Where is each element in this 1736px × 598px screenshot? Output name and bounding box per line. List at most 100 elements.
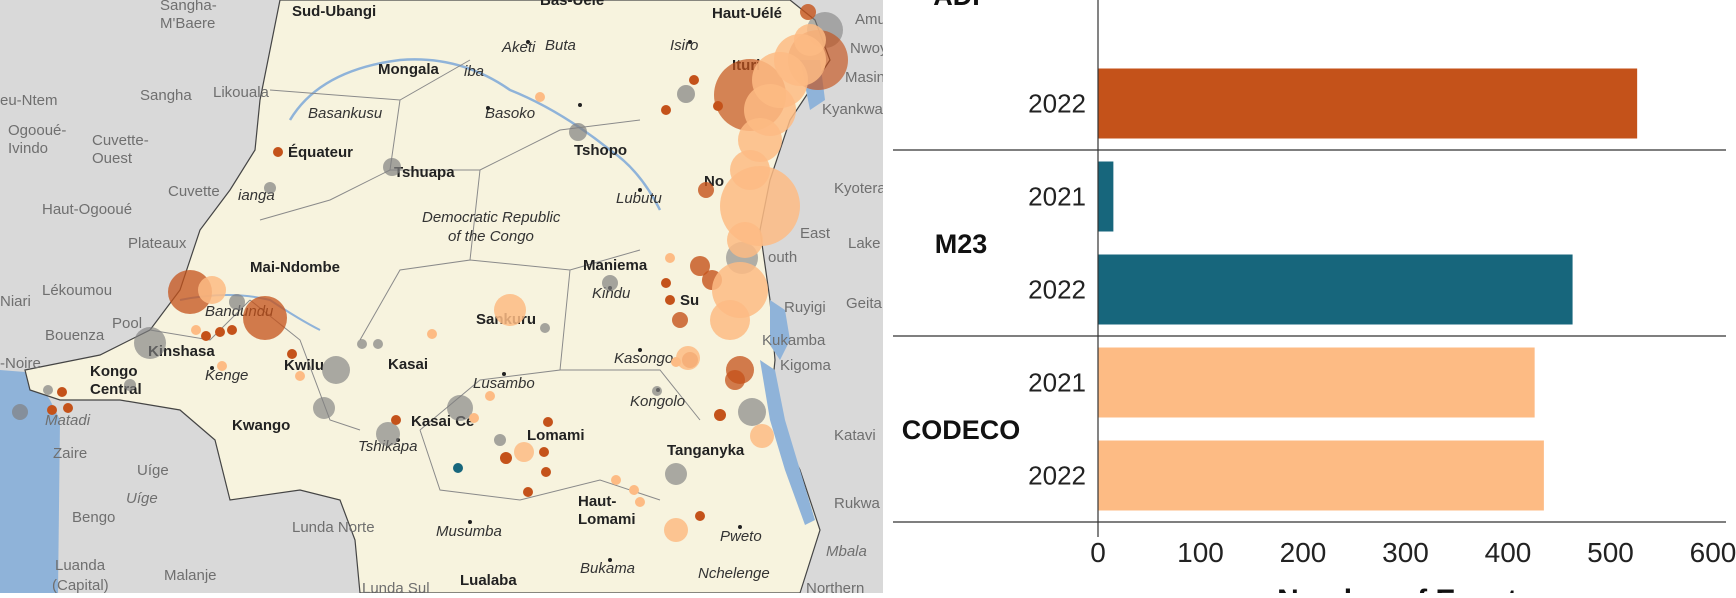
year-label: 2021	[1028, 182, 1086, 212]
conflict-map: Sud-Ubangi Sangha-M'Baere Bas-Uele Haut-…	[0, 0, 883, 593]
label-lunda-sul: Lunda Sul	[362, 580, 430, 593]
label-noire: -Noire	[0, 355, 41, 372]
label-tshopo: Tshopo	[574, 142, 627, 159]
bar-adf-2022	[1098, 68, 1638, 139]
bar-codeco-2022	[1098, 440, 1544, 511]
label-haut-lomami: Haut-Lomami	[578, 493, 636, 528]
label-south: outh	[768, 249, 797, 266]
label-lekoumou: Lékoumou	[42, 282, 112, 299]
map-canvas: Sud-Ubangi Sangha-M'Baere Bas-Uele Haut-…	[0, 0, 883, 593]
label-maniema: Maniema	[583, 257, 648, 274]
label-niari: Niari	[0, 293, 31, 310]
label-drc-line2: of the Congo	[448, 228, 534, 245]
province-borders	[149, 59, 701, 501]
label-kwango: Kwango	[232, 417, 290, 434]
label-kasongo: Kasongo	[614, 350, 673, 367]
label-su: Su	[680, 292, 699, 309]
label-iba: iba	[464, 63, 484, 80]
label-tanganyka: Tanganyka	[667, 442, 745, 459]
year-label: 2021	[1028, 368, 1086, 398]
label-mbala: Mbala	[826, 543, 867, 560]
label-geita: Geita	[846, 295, 883, 312]
group-label-codeco: CODECO	[902, 415, 1021, 445]
label-equateur: Équateur	[288, 144, 353, 161]
x-tick-label: 400	[1485, 537, 1532, 568]
label-masind: Masind	[845, 69, 883, 86]
label-basankusu: Basankusu	[308, 105, 383, 122]
x-tick-label: 600	[1690, 537, 1736, 568]
label-kyankwa: Kyankwa	[822, 101, 883, 118]
label-likouala: Likouala	[213, 84, 270, 101]
x-tick-label: 200	[1280, 537, 1327, 568]
label-lunda-norte: Lunda Norte	[292, 519, 375, 536]
bar-codeco-2021	[1098, 347, 1535, 418]
ocean	[0, 370, 60, 593]
label-kigoma: Kigoma	[780, 357, 832, 374]
congo-river	[288, 58, 662, 211]
label-nchelenge: Nchelenge	[698, 565, 770, 582]
label-uige: Uíge	[126, 490, 158, 507]
label-drc-line1: Democratic Republic	[422, 209, 561, 226]
label-bengo: Bengo	[72, 509, 115, 526]
bar-m23-2021	[1098, 161, 1114, 232]
label-lualaba: Lualaba	[460, 572, 517, 589]
label-ogooue-ivindo: Ogooué-Ivindo	[8, 122, 66, 157]
label-malanje: Malanje	[164, 567, 217, 584]
label-bouenza: Bouenza	[45, 327, 105, 344]
label-pweto: Pweto	[720, 528, 762, 545]
label-sud-ubangi: Sud-Ubangi	[292, 3, 376, 20]
lake-kivu	[770, 300, 790, 360]
label-lomami: Lomami	[527, 427, 585, 444]
label-amu: Amu	[855, 11, 883, 28]
label-aketi: Aketi	[501, 39, 536, 56]
label-haut-uele: Haut-Uélé	[712, 5, 782, 22]
label-sangha: Sangha	[140, 87, 192, 104]
label-bas-uele: Bas-Uele	[540, 0, 604, 9]
label-kukamba: Kukamba	[762, 332, 826, 349]
chart-canvas: 2022ADF20212022M2320212022CODECO01002003…	[893, 0, 1736, 598]
label-kongolo: Kongolo	[630, 393, 685, 410]
label-haut-ogooue: Haut-Ogooué	[42, 201, 132, 218]
bar-m23-2022	[1098, 254, 1573, 325]
x-tick-label: 100	[1177, 537, 1224, 568]
label-pool: Pool	[112, 315, 142, 332]
label-lubutu: Lubutu	[616, 190, 663, 207]
label-musumba: Musumba	[436, 523, 502, 540]
bar-chart: 2022ADF20212022M2320212022CODECO01002003…	[883, 0, 1736, 598]
label-buta: Buta	[545, 37, 576, 54]
label-isiro: Isiro	[670, 37, 698, 54]
label-nwoy: Nwoy	[850, 40, 883, 57]
event-circles	[12, 4, 848, 542]
label-east: East	[800, 225, 831, 242]
label-sangha-mbaere: Sangha-M'Baere	[160, 0, 217, 32]
x-tick-label: 300	[1382, 537, 1429, 568]
label-kyotera: Kyotera	[834, 180, 883, 197]
label-lake: Lake	[848, 235, 881, 252]
label-capital: (Capital)	[52, 577, 109, 593]
label-luanda: Luanda	[55, 557, 106, 574]
group-label-m23: M23	[935, 229, 988, 259]
label-katavi: Katavi	[834, 427, 876, 444]
label-kindu: Kindu	[592, 285, 631, 302]
label-kasai: Kasai	[388, 356, 428, 373]
label-mai-ndombe: Mai-Ndombe	[250, 259, 340, 276]
x-axis-title: Number of Events	[1277, 584, 1534, 593]
label-lusambo: Lusambo	[473, 375, 535, 392]
map-labels: Sud-Ubangi Sangha-M'Baere Bas-Uele Haut-…	[0, 0, 883, 593]
label-kenge: Kenge	[205, 367, 248, 384]
label-matadi: Matadi	[45, 412, 91, 429]
label-northern: Northern	[806, 580, 864, 593]
x-tick-label: 500	[1587, 537, 1634, 568]
label-eu-ntem: eu-Ntem	[0, 92, 58, 109]
label-cuvette-ouest: Cuvette-Ouest	[92, 132, 149, 167]
label-tshikapa: Tshikapa	[358, 438, 418, 455]
label-plateaux: Plateaux	[128, 235, 187, 252]
lake-tanganyika	[760, 360, 815, 525]
label-zaire: Zaire	[53, 445, 87, 462]
label-ruyigi: Ruyigi	[784, 299, 826, 316]
x-tick-label: 0	[1090, 537, 1106, 568]
label-kwilu: Kwilu	[284, 357, 324, 374]
label-uige-prov: Uíge	[137, 462, 169, 479]
group-label-adf: ADF	[933, 0, 989, 11]
label-bukama: Bukama	[580, 560, 635, 577]
